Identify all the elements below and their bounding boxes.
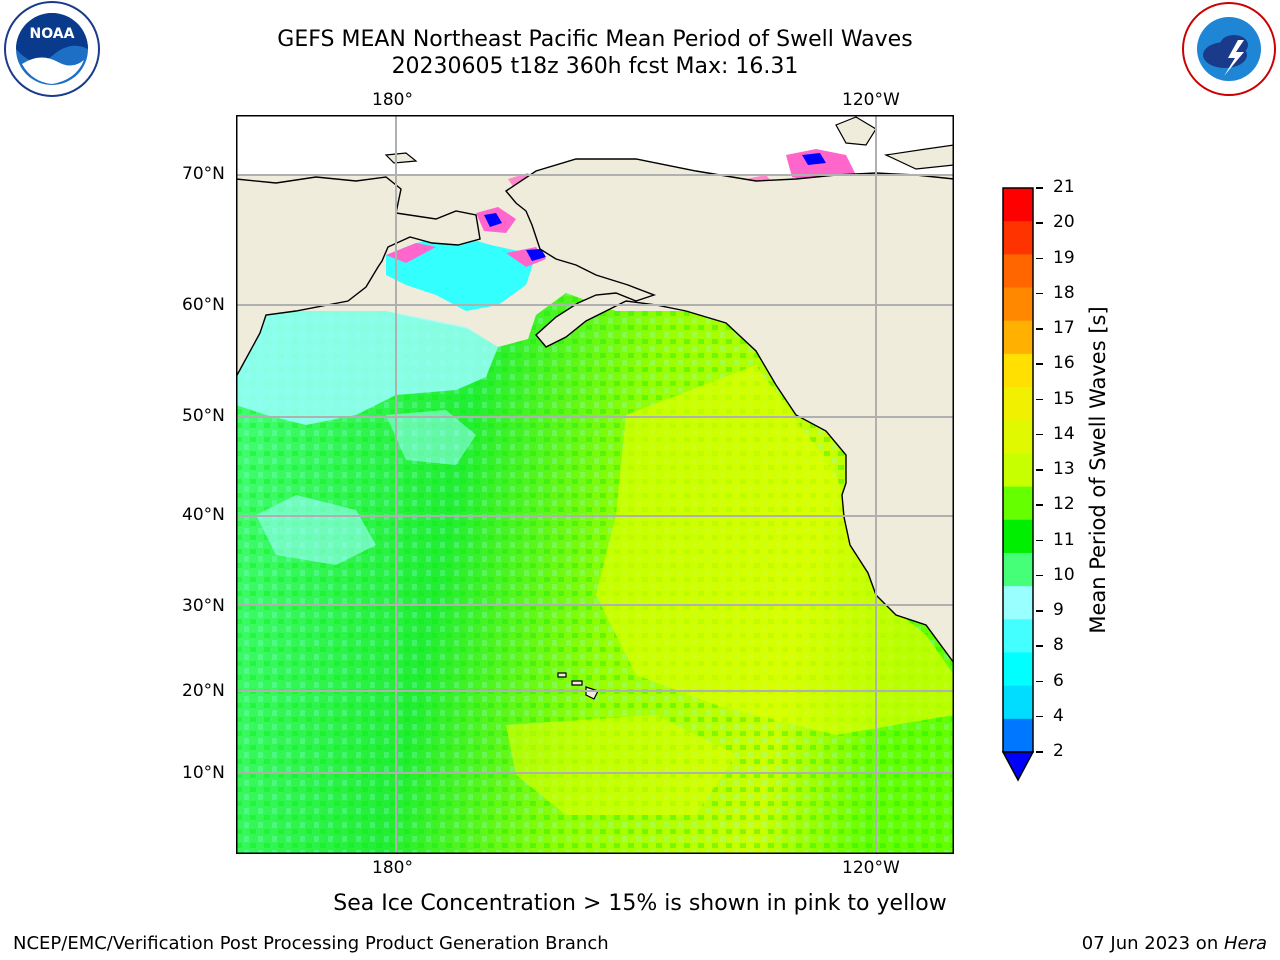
lon-label-bottom-120w: 120°W	[842, 858, 900, 878]
map-title: GEFS MEAN Northeast Pacific Mean Period …	[277, 27, 913, 52]
map-panel	[235, 115, 955, 854]
colorbar	[1000, 186, 1040, 786]
colorbar-segment	[1003, 387, 1033, 421]
colorbar-tick-label: 2	[1053, 741, 1064, 761]
footer-credit: NCEP/EMC/Verification Post Processing Pr…	[13, 933, 609, 954]
nws-logo	[1178, 0, 1280, 100]
siberia-land	[235, 176, 481, 378]
colorbar-tick-label: 6	[1053, 670, 1064, 691]
lat-label-40n: 40°N	[182, 505, 225, 525]
colorbar-tick-mark	[1036, 398, 1043, 400]
colorbar-tick-label: 10	[1053, 564, 1075, 585]
colorbar-tick-mark	[1036, 469, 1043, 471]
lon-label-bottom-180: 180°	[372, 858, 413, 878]
colorbar-segment	[1003, 420, 1033, 454]
lon-label-top-180: 180°	[372, 90, 413, 110]
colorbar-segment	[1003, 652, 1033, 687]
colorbar-tick-mark	[1036, 680, 1043, 682]
colorbar-extend-arrow	[1001, 751, 1035, 782]
svg-text:NOAA: NOAA	[30, 26, 75, 42]
colorbar-tick-mark	[1036, 292, 1043, 295]
lat-label-50n: 50°N	[182, 406, 225, 426]
colorbar-tick-label: 12	[1053, 494, 1075, 515]
lat-label-20n: 20°N	[182, 681, 225, 701]
colorbar-tick-mark	[1036, 539, 1043, 541]
footer-host: Hera	[1223, 933, 1267, 954]
colorbar-tick-label: 9	[1053, 600, 1064, 620]
colorbar-tick-mark	[1036, 645, 1043, 647]
colorbar-tick-mark	[1036, 257, 1043, 259]
colorbar-title: Mean Period of Swell Waves [s]	[1086, 306, 1110, 634]
colorbar-segment	[1003, 685, 1033, 720]
colorbar-tick-label: 17	[1053, 318, 1075, 338]
colorbar-tick-label: 20	[1053, 212, 1075, 233]
colorbar-segment	[1003, 353, 1033, 388]
footer-date: 07 Jun 2023 on Hera	[1082, 933, 1267, 954]
colorbar-tick-label: 16	[1053, 353, 1075, 374]
colorbar-tick-label: 18	[1053, 282, 1075, 303]
sea-ice-note: Sea Ice Concentration > 15% is shown in …	[333, 891, 947, 916]
colorbar-tick-mark	[1036, 574, 1043, 577]
colorbar-segment	[1003, 188, 1033, 222]
colorbar-tick-label: 14	[1053, 423, 1075, 444]
colorbar-segment	[1003, 221, 1033, 255]
colorbar-tick-label: 15	[1053, 388, 1075, 409]
map-subtitle: 20230605 t18z 360h fcst Max: 16.31	[391, 54, 799, 79]
colorbar-tick-mark	[1036, 363, 1043, 365]
colorbar-tick-label: 4	[1053, 705, 1064, 726]
colorbar-segment	[1003, 619, 1033, 653]
colorbar-segment	[1003, 519, 1033, 554]
colorbar-segment	[1003, 586, 1033, 620]
colorbar-segment	[1003, 287, 1033, 322]
colorbar-segment	[1003, 552, 1033, 587]
colorbar-tick-label: 11	[1053, 529, 1075, 550]
colorbar-tick-mark	[1036, 328, 1043, 330]
map-frame	[236, 115, 954, 854]
lat-label-70n: 70°N	[182, 164, 225, 184]
colorbar-tick-label: 21	[1053, 177, 1075, 197]
lon-label-top-120w: 120°W	[842, 90, 900, 110]
footer-date-text: 07 Jun 2023 on	[1081, 933, 1224, 954]
colorbar-tick-mark	[1036, 433, 1043, 436]
colorbar-segment	[1003, 320, 1033, 355]
map-graticule	[236, 115, 954, 854]
lat-label-30n: 30°N	[182, 596, 225, 616]
colorbar-segment	[1003, 254, 1033, 289]
colorbar-tick-label: 19	[1053, 247, 1075, 268]
colorbar-tick-mark	[1036, 222, 1043, 224]
colorbar-tick-mark	[1036, 187, 1043, 189]
lat-label-10n: 10°N	[182, 763, 225, 783]
colorbar-segment	[1003, 453, 1033, 488]
colorbar-tick-label: 13	[1053, 459, 1075, 479]
colorbar-segment	[1003, 718, 1033, 753]
colorbar-tick-mark	[1036, 715, 1043, 718]
colorbar-tick-label: 8	[1053, 635, 1064, 656]
lat-label-60n: 60°N	[182, 295, 225, 315]
noaa-logo: NOAA	[0, 0, 104, 100]
colorbar-tick-mark	[1036, 610, 1043, 612]
colorbar-tick-mark	[1036, 751, 1043, 753]
colorbar-segment	[1003, 486, 1033, 521]
colorbar-tick-mark	[1036, 504, 1043, 506]
